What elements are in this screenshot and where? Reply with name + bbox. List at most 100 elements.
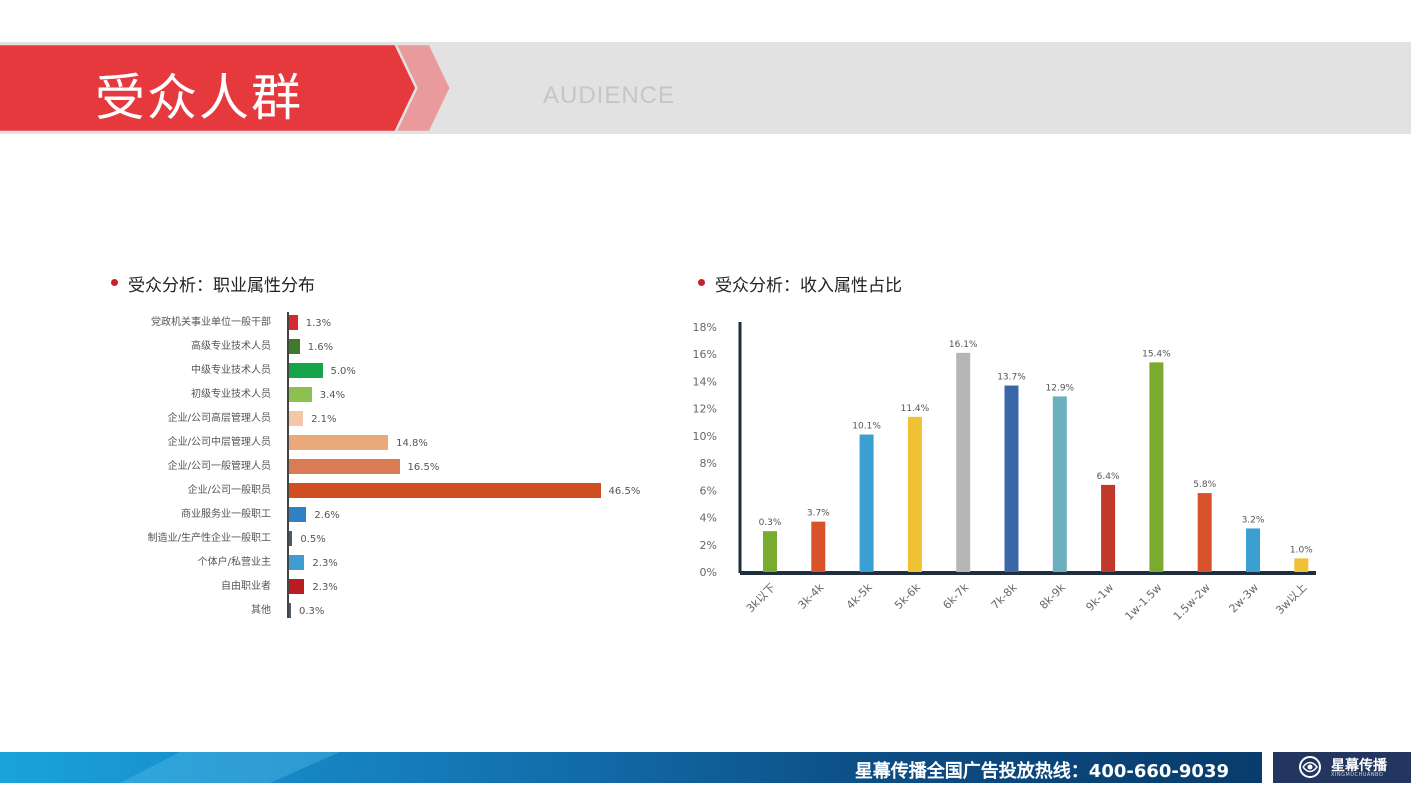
income-ytick-label: 10% xyxy=(693,430,717,443)
income-category-label: 3k-4k xyxy=(796,580,827,611)
occupation-bar xyxy=(289,435,389,450)
income-bar-chart: 0% 2% 4% 6% 8% 10% 12% 14% 16% 18% 0.3% 3k以下 3.7% 3k-… xyxy=(693,321,1316,623)
right-section-bullet xyxy=(698,279,705,286)
income-ytick-label: 0% xyxy=(700,566,717,579)
occupation-value-label: 3.4% xyxy=(319,390,346,401)
income-category-label: 3k以下 xyxy=(744,581,778,615)
occupation-category-label: 商业服务业一般职工 xyxy=(181,509,271,520)
income-value-label: 12.9% xyxy=(1046,383,1075,393)
occupation-row: 个体户/私营业主 2.3% xyxy=(0,554,700,572)
occupation-bar xyxy=(289,555,305,570)
income-value-label: 16.1% xyxy=(949,340,978,350)
income-value-label: 11.4% xyxy=(901,404,930,414)
income-bar xyxy=(907,416,922,572)
logo-icon xyxy=(1299,756,1321,778)
income-bar xyxy=(1197,493,1212,572)
occupation-value-label: 46.5% xyxy=(608,486,641,497)
income-bar xyxy=(811,521,826,572)
income-ytick-label: 16% xyxy=(693,348,717,361)
occupation-category-label: 中级专业技术人员 xyxy=(191,365,271,376)
occupation-category-label: 企业/公司一般职员 xyxy=(187,485,271,496)
occupation-category-label: 自由职业者 xyxy=(221,581,271,592)
occupation-row: 企业/公司一般管理人员 16.5% xyxy=(0,458,700,476)
occupation-row: 制造业/生产性企业一般职工 0.5% xyxy=(0,530,700,548)
income-ytick-label: 2% xyxy=(700,539,717,552)
income-value-label: 0.3% xyxy=(759,518,782,528)
occupation-value-label: 2.6% xyxy=(314,510,340,521)
occupation-chart-axis xyxy=(287,312,289,618)
occupation-row: 中级专业技术人员 5.0% xyxy=(0,362,700,380)
occupation-value-label: 0.5% xyxy=(300,534,326,545)
income-category-label: 9k-1w xyxy=(1083,581,1116,614)
occupation-row: 高级专业技术人员 1.6% xyxy=(0,338,700,356)
footer-hotline: 星幕传播全国广告投放热线：400-660-9039 xyxy=(854,761,1229,782)
income-bar xyxy=(1101,484,1116,572)
occupation-row: 企业/公司高层管理人员 2.1% xyxy=(0,410,700,428)
income-category-label: 4k-5k xyxy=(844,580,875,611)
footer-logo-box xyxy=(1273,752,1411,783)
occupation-value-label: 1.3% xyxy=(305,318,332,329)
income-ytick-label: 12% xyxy=(693,403,717,416)
income-category-label: 1.5w-2w xyxy=(1171,581,1213,623)
occupation-row: 企业/公司一般职员 46.5% xyxy=(0,482,700,500)
income-bar xyxy=(1052,396,1067,572)
occupation-category-label: 党政机关事业单位一般干部 xyxy=(151,317,271,328)
occupation-row: 自由职业者 2.3% xyxy=(0,578,700,596)
header-banner xyxy=(0,45,450,131)
income-category-label: 7k-8k xyxy=(989,580,1020,611)
occupation-value-label: 2.3% xyxy=(312,582,338,593)
footer-bar xyxy=(0,752,1262,783)
occupation-category-label: 企业/公司一般管理人员 xyxy=(167,461,271,472)
occupation-bar xyxy=(289,603,291,618)
occupation-value-label: 5.0% xyxy=(330,366,356,377)
occupation-value-label: 14.8% xyxy=(396,438,428,449)
occupation-bar xyxy=(289,579,305,594)
occupation-category-label: 高级专业技术人员 xyxy=(191,341,271,352)
occupation-bar xyxy=(289,387,312,402)
page-title: 受众人群 xyxy=(95,69,303,127)
occupation-bar xyxy=(289,459,400,474)
occupation-value-label: 16.5% xyxy=(407,462,440,473)
income-ytick-label: 8% xyxy=(700,457,717,470)
income-category-label: 5k-6k xyxy=(892,580,923,611)
footer-wave-decoration xyxy=(120,752,340,783)
income-bar xyxy=(1246,528,1260,572)
occupation-category-label: 个体户/私营业主 xyxy=(197,557,271,568)
income-ytick-label: 4% xyxy=(700,512,717,525)
occupation-bar xyxy=(289,483,601,498)
occupation-row: 商业服务业一般职工 2.6% xyxy=(0,506,700,524)
income-value-label: 15.4% xyxy=(1142,349,1171,359)
left-section-title: 受众分析：职业属性分布 xyxy=(128,276,315,296)
occupation-bar xyxy=(289,315,298,330)
occupation-category-label: 其他 xyxy=(251,605,271,616)
income-value-label: 3.2% xyxy=(1242,515,1265,525)
income-bar xyxy=(859,434,874,572)
logo-name: 星幕传播 xyxy=(1331,758,1387,774)
page-subtitle: AUDIENCE xyxy=(543,82,676,109)
income-value-label: 5.8% xyxy=(1193,480,1216,490)
income-value-label: 1.0% xyxy=(1290,545,1313,555)
occupation-bar xyxy=(289,363,323,378)
right-section-title: 受众分析：收入属性占比 xyxy=(715,276,902,296)
occupation-row: 企业/公司中层管理人员 14.8% xyxy=(0,434,700,452)
income-value-label: 13.7% xyxy=(997,373,1026,383)
occupation-value-label: 0.3% xyxy=(299,606,325,617)
logo-subtitle: XINGMUCHUANBO xyxy=(1331,772,1384,778)
income-ytick-label: 6% xyxy=(700,484,717,497)
occupation-category-label: 初级专业技术人员 xyxy=(191,389,271,400)
occupation-value-label: 2.3% xyxy=(312,558,338,569)
income-category-label: 8k-9k xyxy=(1037,580,1068,611)
occupation-bar xyxy=(289,339,300,354)
income-value-label: 10.1% xyxy=(852,422,881,432)
occupation-bar xyxy=(289,531,293,546)
occupation-bar xyxy=(289,507,307,522)
occupation-value-label: 1.6% xyxy=(307,342,334,353)
income-ytick-label: 18% xyxy=(693,321,717,334)
occupation-row: 党政机关事业单位一般干部 1.3% xyxy=(0,314,700,332)
income-category-label: 6k-7k xyxy=(940,580,971,611)
income-bar xyxy=(1294,558,1309,572)
income-value-label: 6.4% xyxy=(1097,472,1120,482)
occupation-category-label: 企业/公司中层管理人员 xyxy=(167,437,271,448)
income-ytick-label: 14% xyxy=(693,375,717,388)
income-value-label: 3.7% xyxy=(807,509,830,519)
